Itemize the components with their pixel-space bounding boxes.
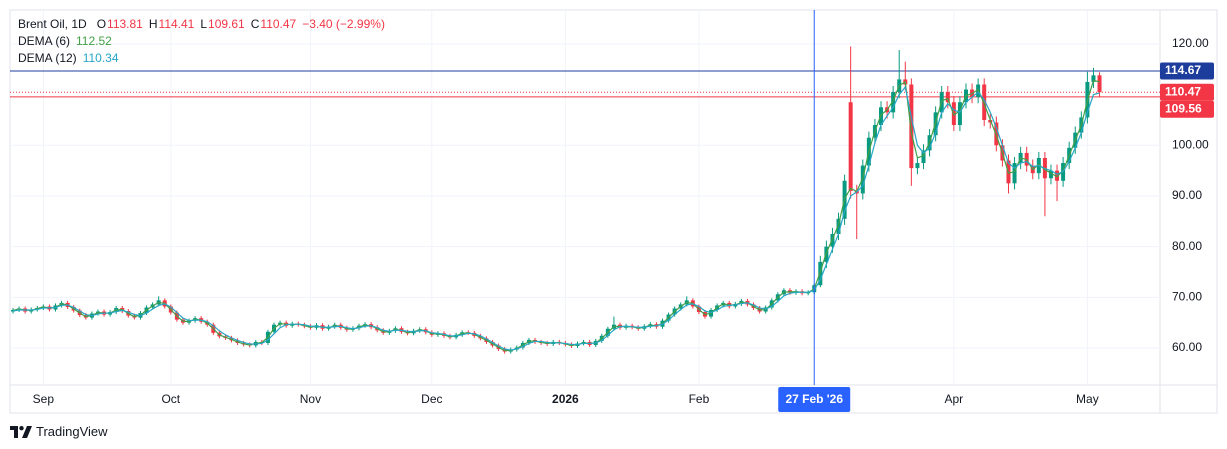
brand-name: TradingView [36,424,108,439]
brand-logo [10,425,32,438]
ohlc-item: H 114.41 [149,16,194,33]
candle-body [915,163,920,169]
ohlc-key: L [200,17,208,31]
y-tick-label: 120.00 [1172,36,1209,50]
candle-body [891,92,896,113]
ohlc-key: O [96,17,107,31]
candle-body [945,92,950,103]
y-tick-label: 100.00 [1172,137,1209,151]
x-tick-label: May [1076,392,1099,406]
x-tick-label: Oct [161,392,180,406]
ohlc-key: H [148,17,158,31]
price-tag-label: 110.47 [1165,84,1201,98]
legend: Brent Oil, 1D O 113.81 H 114.41 L 109.61 C 110.4… [18,16,385,67]
price-tag-label: 109.56 [1165,101,1202,115]
chart-frame [9,9,1218,414]
legend-row: DEMA (6) 112.52 [18,33,385,50]
candle-body [909,84,914,169]
x-tick-label: 2026 [552,392,579,406]
legend-row: Brent Oil, 1D O 113.81 H 114.41 L 109.61 C 110.4… [18,16,385,33]
x-tick-label: Feb [689,392,710,406]
candle-body [1012,163,1017,184]
ohlc-item: C 110.47 [251,16,296,33]
change: −3.40 (−2.99%) [302,17,385,31]
crosshair-date-box [778,387,851,412]
price-tag-label: 114.67 [1165,63,1201,77]
candle-body [957,102,962,126]
ohlc-item: L 109.61 [200,16,244,33]
y-tick-label: 60.00 [1172,340,1202,354]
dema-line [12,85,1100,351]
price-tag-box [1160,83,1214,101]
x-tick-label: Apr [945,392,964,406]
y-tick-label: 70.00 [1172,290,1202,304]
legend-row: DEMA (12) 110.34 [18,50,385,67]
legend-value: 112.52 [76,34,112,48]
x-tick-label: Sep [33,392,55,406]
y-tick-label: 80.00 [1172,239,1202,253]
ohlc-item: O 113.81 [97,16,143,33]
price-tag-box [1160,100,1214,118]
ohlc-key: C [250,17,260,31]
ohlc-value: 114.41 [158,17,195,31]
x-tick-label: Nov [300,392,321,406]
ohlc-value: 109.61 [208,17,245,31]
legend-name: DEMA (6) [18,34,71,48]
y-tick-label: 90.00 [1172,188,1202,202]
ohlc-value: 113.81 [107,17,143,31]
dema-line [12,79,1100,352]
symbol: Brent Oil, 1D [18,17,87,31]
legend-value: 110.34 [82,51,119,65]
price-tag-box [1160,62,1214,80]
candle-body [921,150,926,164]
crosshair-date-label: 27 Feb '26 [785,392,843,406]
brand: TradingView [10,424,108,439]
candle-body [1055,170,1060,181]
candle-body [1097,75,1102,93]
candle-body [848,102,853,191]
ohlc-value: 110.47 [260,17,297,31]
x-tick-label: Dec [421,392,442,406]
candle-body [1048,170,1053,179]
legend-name: DEMA (12) [18,51,77,65]
candle-body [1091,75,1096,82]
